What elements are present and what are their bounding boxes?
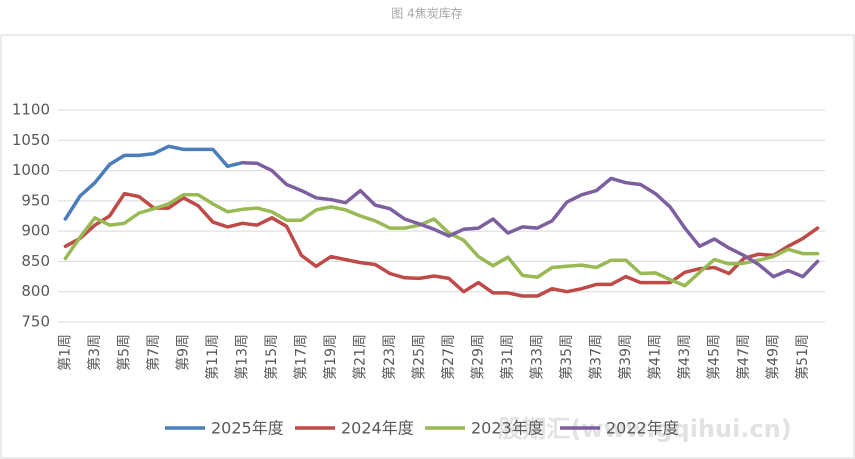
watermark: 股期汇(www.gqihui.cn)	[498, 415, 791, 443]
x-tick-label: 第5周	[115, 334, 132, 371]
legend-label: 2024年度	[341, 419, 414, 438]
x-tick-label: 第51周	[794, 334, 811, 380]
x-tick-label: 第35周	[558, 334, 575, 380]
x-tick-label: 第33周	[528, 334, 545, 380]
chart-frame	[0, 34, 855, 459]
x-tick-label: 第3周	[86, 334, 103, 371]
x-tick-label: 第25周	[410, 334, 427, 380]
x-tick-label: 第47周	[735, 334, 752, 380]
y-tick-label: 750	[21, 313, 50, 331]
x-tick-label: 第43周	[676, 334, 693, 380]
x-tick-label: 第23周	[381, 334, 398, 380]
y-tick-label: 950	[21, 191, 50, 209]
x-tick-label: 第11周	[204, 334, 221, 380]
x-tick-label: 第41周	[646, 334, 663, 380]
x-tick-label: 第7周	[145, 334, 162, 371]
legend-label: 2022年度	[606, 419, 679, 438]
x-tick-label: 第49周	[764, 334, 781, 380]
series-line	[63, 191, 820, 298]
x-tick-label: 第31周	[499, 334, 516, 380]
y-tick-label: 900	[21, 222, 50, 240]
y-tick-label: 1050	[12, 131, 50, 149]
legend-label: 2025年度	[211, 419, 284, 438]
x-tick-label: 第9周	[174, 334, 191, 371]
x-tick-label: 第37周	[587, 334, 604, 380]
series-line	[63, 193, 820, 288]
x-tick-label: 第27周	[440, 334, 457, 380]
chart-title: 图 4焦炭库存	[391, 6, 462, 21]
x-tick-label: 第17周	[292, 334, 309, 380]
x-tick-label: 第21周	[351, 334, 368, 380]
x-tick-label: 第29周	[469, 334, 486, 380]
x-tick-label: 第1周	[56, 334, 73, 371]
x-tick-label: 第19周	[322, 334, 339, 380]
y-tick-label: 800	[21, 282, 50, 300]
y-tick-label: 850	[21, 252, 50, 270]
x-tick-label: 第45周	[705, 334, 722, 380]
x-tick-label: 第15周	[263, 334, 280, 380]
x-tick-label: 第39周	[617, 334, 634, 380]
x-tick-label: 第13周	[233, 334, 250, 380]
y-tick-label: 1100	[12, 101, 50, 119]
legend-label: 2023年度	[471, 419, 544, 438]
series-line	[240, 160, 820, 279]
series-line	[63, 144, 245, 221]
y-tick-label: 1000	[12, 161, 50, 179]
